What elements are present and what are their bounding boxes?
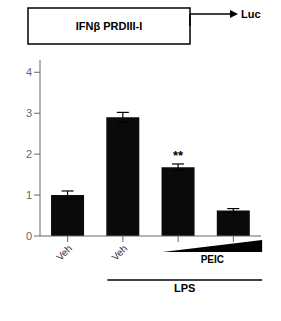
svg-text:4: 4 (26, 66, 32, 78)
svg-text:3: 3 (26, 107, 32, 119)
svg-text:Luc: Luc (241, 8, 261, 20)
svg-text:0: 0 (26, 230, 32, 242)
svg-text:Veh: Veh (54, 243, 74, 263)
svg-text:LPS: LPS (174, 282, 195, 294)
svg-text:1: 1 (26, 189, 32, 201)
svg-text:**: ** (173, 148, 184, 163)
svg-text:2: 2 (26, 148, 32, 160)
svg-text:IFNβ PRDIII-I: IFNβ PRDIII-I (76, 20, 143, 32)
svg-text:PEIC: PEIC (201, 254, 224, 265)
svg-text:Veh: Veh (109, 243, 129, 263)
